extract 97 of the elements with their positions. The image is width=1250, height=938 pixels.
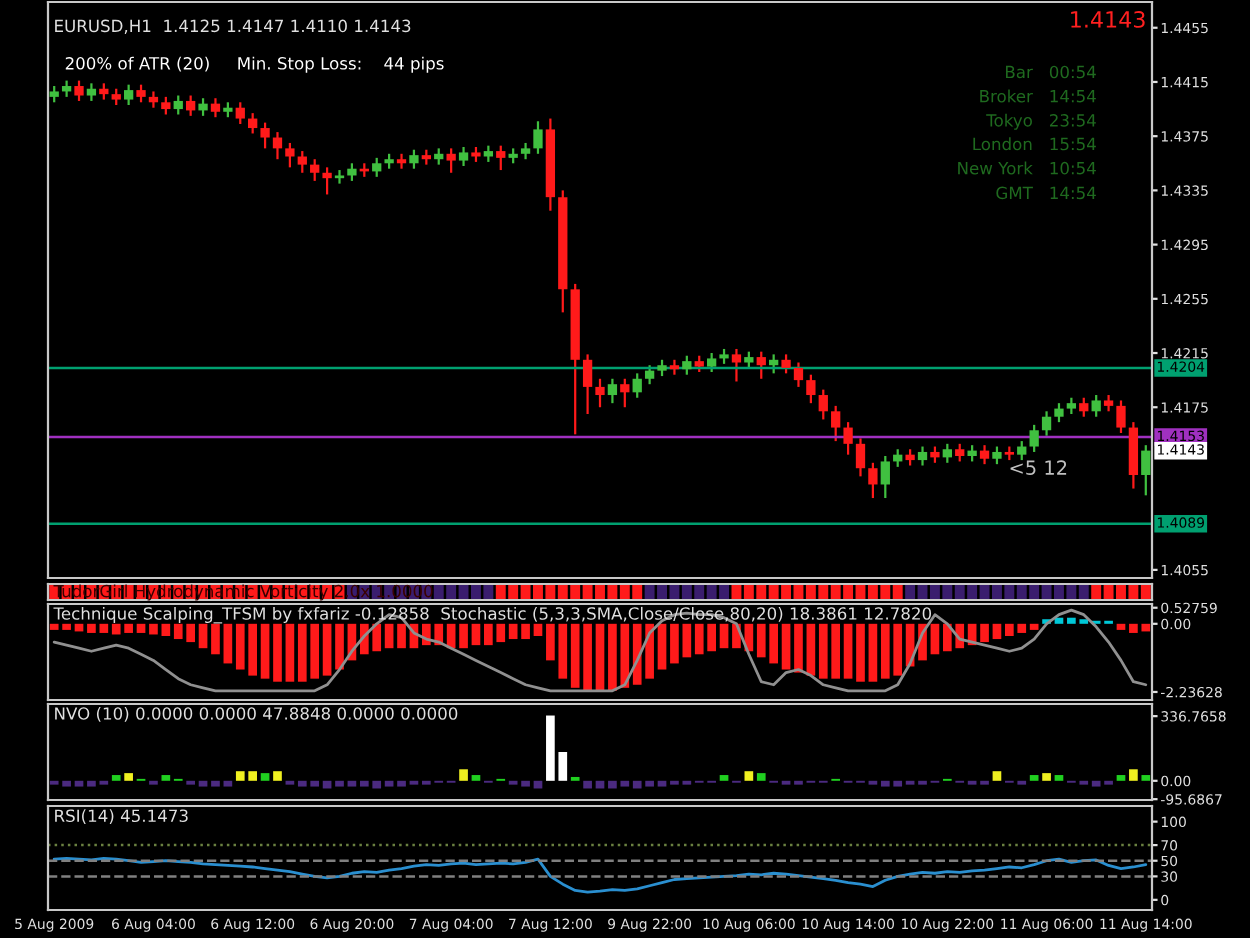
bar	[1141, 775, 1151, 781]
candlestick	[942, 442, 952, 464]
candlestick	[818, 388, 828, 421]
candlestick	[210, 97, 221, 119]
bar	[719, 775, 729, 781]
line-series	[52, 857, 1148, 894]
candlestick	[1017, 440, 1027, 462]
candlestick	[310, 158, 320, 183]
candlestick	[781, 353, 791, 375]
candlestick	[496, 144, 506, 172]
candlestick	[880, 454, 890, 500]
candlestick	[248, 112, 258, 135]
bar	[211, 780, 220, 787]
candlestick	[1128, 421, 1139, 490]
bar	[583, 780, 592, 789]
candlestick	[260, 121, 270, 150]
bar	[347, 780, 357, 787]
annotation: New York 10:54	[958, 161, 1096, 175]
line-series	[52, 608, 1148, 693]
annotation: GMT 14:54	[996, 186, 1096, 200]
bar	[161, 775, 171, 781]
bar	[335, 780, 344, 787]
candlestick	[831, 404, 841, 443]
bar	[1029, 775, 1039, 781]
candlestick	[582, 353, 593, 416]
bar	[198, 780, 208, 787]
candlestick	[334, 168, 345, 185]
text: EURUSD,H1 1.4125 1.4147 1.4110 1.4143	[55, 19, 411, 34]
candlestick	[793, 361, 804, 389]
candlestick	[61, 79, 72, 98]
bar	[260, 773, 270, 781]
candlestick	[1141, 444, 1151, 497]
bar	[384, 780, 394, 787]
annotation: Bar 00:54	[1006, 65, 1096, 79]
bar	[657, 780, 667, 787]
candlestick	[446, 147, 456, 174]
candlestick	[123, 83, 134, 107]
bar	[471, 775, 481, 781]
bar	[111, 775, 121, 781]
candlestick	[1079, 396, 1089, 418]
bar	[459, 769, 468, 781]
candlestick	[632, 372, 642, 399]
chart-title: RSI(14) 45.1473	[55, 809, 188, 824]
candlestick	[235, 101, 245, 126]
candlestick	[322, 166, 332, 196]
candlestick	[1116, 399, 1126, 435]
candlestick	[607, 377, 618, 405]
bar	[273, 771, 282, 781]
annotation: London 15:54	[973, 137, 1096, 151]
candlestick	[595, 377, 605, 409]
candlestick	[297, 149, 307, 174]
candlestick	[1091, 393, 1101, 418]
candlestick	[409, 148, 419, 170]
bar	[397, 780, 406, 787]
candlestick	[769, 353, 779, 375]
bar	[992, 771, 1002, 781]
candlestick	[706, 351, 717, 374]
candlestick	[731, 347, 742, 383]
bar	[223, 780, 233, 787]
candlestick	[148, 90, 159, 109]
candlestick	[644, 364, 655, 386]
bar	[744, 771, 754, 781]
candlestick	[1029, 423, 1039, 454]
candlestick	[186, 94, 196, 117]
candlestick	[1041, 410, 1052, 437]
annotation: 1.4143	[1071, 11, 1145, 28]
bar	[124, 773, 133, 781]
candlestick	[1054, 402, 1064, 424]
bar	[74, 780, 84, 787]
annotation: <5 12	[1010, 460, 1067, 475]
candlestick	[979, 444, 990, 466]
annotation: Tokyo 23:54	[986, 113, 1096, 130]
candlestick	[285, 141, 295, 169]
chart-title: Technique Scalping_TFSM by fxfariz -0.12858 Stochastic (5,3,3,SMA,Close/Close,80,20) 18.3861 12.7820	[53, 606, 932, 624]
candlestick	[458, 145, 469, 168]
candlestick	[173, 94, 183, 116]
annotation: Broker 14:54	[980, 89, 1096, 103]
candlestick	[74, 79, 84, 103]
candlestick	[806, 373, 816, 405]
chart-title: NVO (10) 0.0000 0.0000 47.8848 0.0000 0.0000	[55, 706, 458, 722]
candlestick	[396, 152, 407, 170]
candlestick	[868, 461, 878, 500]
bar	[1054, 775, 1064, 781]
candlestick	[843, 421, 853, 456]
candlestick	[620, 377, 630, 409]
bar	[756, 773, 766, 781]
annotation: 200% of ATR (20) Min. Stop Loss: 44 pips	[65, 56, 444, 73]
candlestick	[855, 437, 866, 478]
bar	[1129, 769, 1138, 781]
candlestick	[533, 120, 543, 155]
candlestick	[682, 354, 692, 376]
candlestick	[372, 156, 382, 178]
bar	[1042, 773, 1051, 781]
candlestick	[756, 350, 766, 380]
candlestick	[669, 358, 680, 376]
candlestick	[917, 445, 928, 467]
bar	[1116, 775, 1126, 781]
